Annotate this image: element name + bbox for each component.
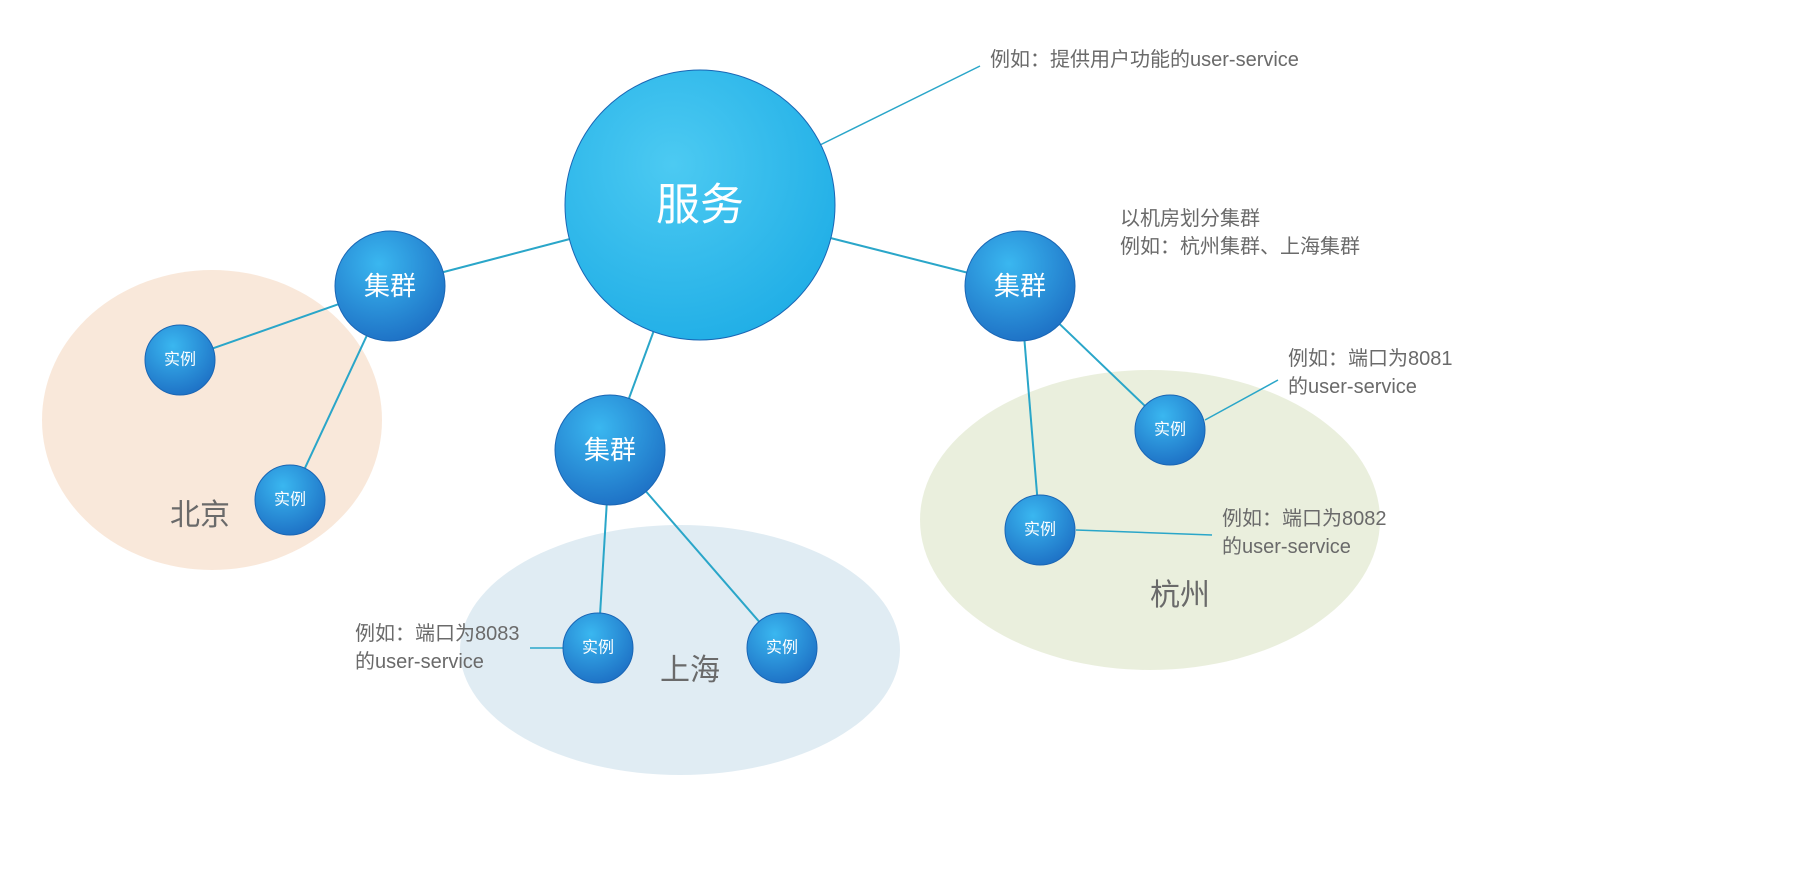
edge-service-cluster_hz [831,238,967,272]
node-label-inst_sh_1: 实例 [582,639,614,657]
anno_8081-line1: 的user-service [1288,375,1417,398]
anno_8083-line0: 例如：端口为8083 [355,622,520,645]
edge-service-cluster_bj [443,239,569,272]
node-label-service: 服务 [656,181,744,230]
region-shanghai [460,525,900,775]
edge-service-cluster_sh [629,332,653,399]
service-hierarchy-diagram: 服务集群集群集群实例实例实例实例实例实例 例如：提供用户功能的user-serv… [0,0,1805,873]
anno_service-line0: 例如：提供用户功能的user-service [990,48,1299,71]
anno_8082-line0: 例如：端口为8082 [1222,507,1387,530]
node-label-cluster_hz: 集群 [994,271,1046,301]
anno_8082-line1: 的user-service [1222,535,1351,558]
node-label-inst_sh_2: 实例 [766,639,798,657]
anno_cluster-line0: 以机房划分集群 [1120,207,1260,230]
region-label-hangzhou: 杭州 [1150,579,1210,612]
node-label-inst_hz_2: 实例 [1024,521,1056,539]
regions-layer [42,270,1380,775]
anno_8081-line0: 例如：端口为8081 [1288,347,1453,370]
anno_cluster-line1: 例如：杭州集群、上海集群 [1120,235,1360,258]
leader-anno_service [820,66,980,145]
anno_8083-line1: 的user-service [355,650,484,673]
node-label-inst_bj_2: 实例 [274,491,306,509]
node-label-cluster_sh: 集群 [584,435,636,465]
node-label-inst_hz_1: 实例 [1154,421,1186,439]
node-label-cluster_bj: 集群 [364,271,416,301]
region-label-shanghai: 上海 [660,654,720,687]
region-label-beijing: 北京 [170,499,230,532]
node-label-inst_bj_1: 实例 [164,351,196,369]
